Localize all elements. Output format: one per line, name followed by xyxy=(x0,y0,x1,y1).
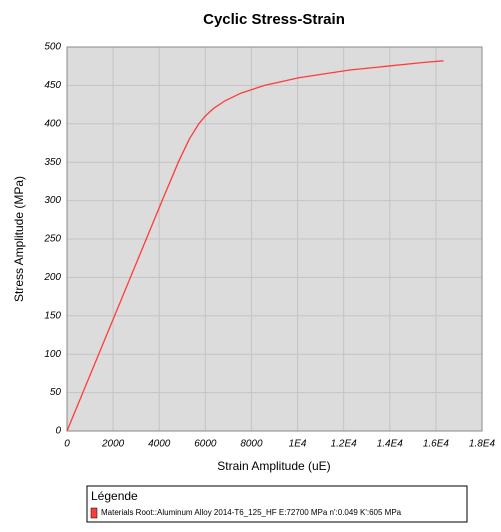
line-series xyxy=(66,60,444,432)
x-tick-label: 8000 xyxy=(240,439,263,450)
y-tick-label: 300 xyxy=(44,195,61,206)
legend-title: Légende xyxy=(91,489,138,503)
y-tick-label: 200 xyxy=(43,272,61,283)
chart-title: Cyclic Stress-Strain xyxy=(203,11,345,28)
y-tick-label: 100 xyxy=(44,349,61,360)
x-axis-label: Strain Amplitude (uE) xyxy=(217,459,330,473)
y-tick-label: 50 xyxy=(50,387,62,398)
x-tick-label: 1.2E4 xyxy=(331,439,358,450)
legend-box xyxy=(86,485,468,523)
legend-label: Materials Root::Aluminum Alloy 2014-T6_1… xyxy=(101,508,402,517)
y-tick-label: 150 xyxy=(44,310,61,321)
x-tick-label: 1.8E4 xyxy=(469,439,496,450)
y-tick-label: 500 xyxy=(44,42,61,53)
y-tick-label: 250 xyxy=(43,234,61,245)
x-tick-label: 0 xyxy=(64,439,70,450)
y-tick-label: 0 xyxy=(55,426,61,437)
x-tick-label: 1E4 xyxy=(289,439,307,450)
x-tick-label: 6000 xyxy=(194,439,217,450)
x-tick-label: 2000 xyxy=(101,439,125,450)
y-tick-label: 400 xyxy=(44,118,61,129)
x-tick-label: 1.6E4 xyxy=(423,439,450,450)
legend-swatch xyxy=(90,507,98,519)
x-tick-label: 4000 xyxy=(148,439,171,450)
x-tick-label: 1.4E4 xyxy=(377,439,404,450)
plot-border xyxy=(66,46,483,432)
y-tick-label: 350 xyxy=(44,157,61,168)
y-axis-label: Stress Amplitude (MPa) xyxy=(12,176,26,302)
y-tick-label: 450 xyxy=(44,80,61,91)
